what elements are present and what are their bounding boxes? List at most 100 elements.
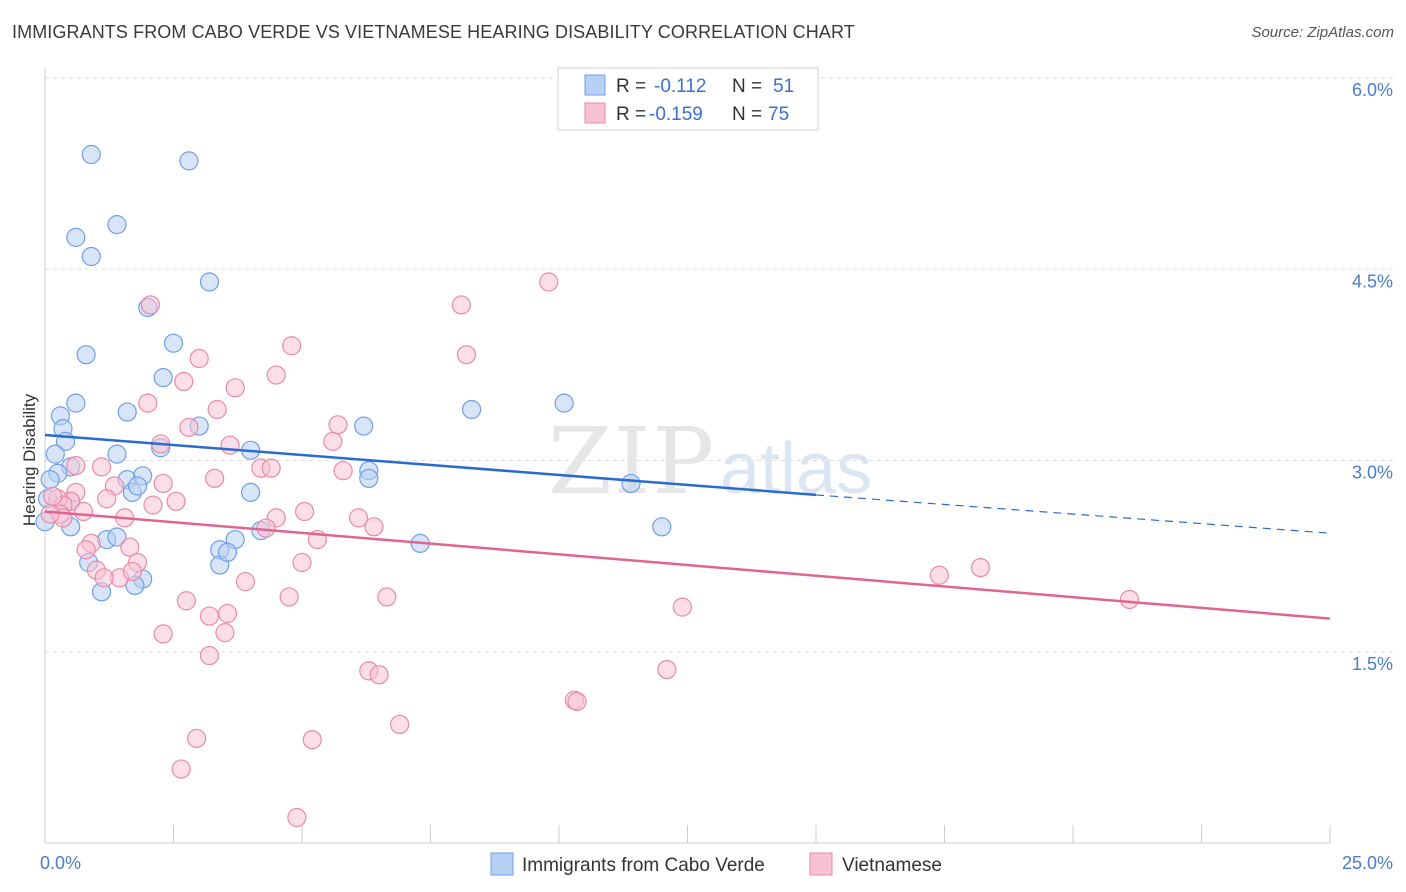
point-series0-0 <box>81 144 101 165</box>
legend-n-value-2: 75 <box>768 104 789 125</box>
point-series1-44 <box>76 540 96 560</box>
point-series0-18 <box>107 444 127 464</box>
point-series0-47 <box>652 517 672 537</box>
legend-swatch-vietnamese <box>584 102 606 124</box>
x-tick-label-1: 25.0% <box>1342 853 1393 873</box>
point-series1-56 <box>377 587 397 607</box>
point-series1-50 <box>122 561 142 582</box>
watermark: ZIP atlas <box>548 408 872 515</box>
point-series1-46 <box>292 552 312 573</box>
point-series1-65 <box>369 665 389 685</box>
point-series1-21 <box>205 468 225 488</box>
point-series0-2 <box>107 215 127 235</box>
point-series1-55 <box>279 587 299 607</box>
point-series0-26 <box>359 468 379 488</box>
point-series1-0 <box>539 272 559 292</box>
point-series1-62 <box>215 623 235 643</box>
point-series0-17 <box>45 444 65 464</box>
point-series0-4 <box>81 246 101 267</box>
source-credit: Source: ZipAtlas.com <box>1251 24 1394 41</box>
point-series0-8 <box>163 333 184 353</box>
point-series1-2 <box>451 295 471 315</box>
point-series1-43 <box>120 537 140 557</box>
point-series1-70 <box>187 728 207 749</box>
point-series1-40 <box>40 504 60 524</box>
point-series1-36 <box>348 508 369 528</box>
trend-line-series0 <box>44 433 817 497</box>
point-series0-1 <box>179 151 199 171</box>
legend-n-label-2: N = <box>732 104 762 125</box>
y-tick-label-0: 1.5% <box>1352 654 1393 674</box>
watermark-atlas: atlas <box>720 429 872 509</box>
point-series1-49 <box>94 568 114 588</box>
trend-line-series1 <box>44 510 1331 620</box>
point-series1-59 <box>672 597 692 617</box>
y-tick-label-1: 3.0% <box>1352 463 1393 483</box>
y-axis-label: Hearing Disability <box>20 393 39 526</box>
grid-lines <box>45 77 1393 653</box>
legend-n-value-1: 51 <box>773 76 794 97</box>
point-series1-60 <box>1119 589 1140 610</box>
point-series0-46 <box>621 473 641 494</box>
point-series1-10 <box>207 399 227 420</box>
legend-swatch-cabo-verde <box>584 74 606 96</box>
point-series1-39 <box>256 518 276 538</box>
legend-r-value-2: -0.159 <box>649 104 703 125</box>
point-series1-4 <box>456 345 477 365</box>
point-series1-71 <box>302 730 322 750</box>
trend-lines <box>44 433 1331 620</box>
point-series1-22 <box>153 473 173 494</box>
point-series1-5 <box>189 348 209 369</box>
point-series1-29 <box>166 491 186 511</box>
point-series0-48 <box>40 470 60 490</box>
point-series1-16 <box>66 456 86 476</box>
point-series0-45 <box>554 393 574 413</box>
point-series1-53 <box>970 557 991 578</box>
point-series0-10 <box>66 393 86 413</box>
point-series1-13 <box>323 431 343 451</box>
point-series0-5 <box>199 272 220 292</box>
point-series1-15 <box>220 435 240 455</box>
legend-r-value-1: -0.112 <box>654 76 706 97</box>
axes <box>44 68 1331 844</box>
point-series1-73 <box>287 807 307 828</box>
series-legend-label-vietnamese: Vietnamese <box>842 855 942 876</box>
series-legend-swatch-cabo-verde <box>490 852 514 876</box>
tick-labels: 1.5% 3.0% 4.5% 6.0% 0.0% 25.0% <box>40 80 1393 873</box>
legend-r-label-2: R = <box>616 104 646 125</box>
point-series1-74 <box>43 486 63 506</box>
point-series1-61 <box>153 624 173 644</box>
point-series0-3 <box>66 227 86 247</box>
point-series1-7 <box>174 371 194 392</box>
point-series1-17 <box>91 457 112 477</box>
point-series1-66 <box>657 659 677 680</box>
x-tick-label-0: 0.0% <box>40 853 81 873</box>
y-tick-label-3: 6.0% <box>1352 80 1393 100</box>
point-series1-19 <box>261 458 281 478</box>
point-series1-12 <box>179 417 199 437</box>
point-series1-11 <box>328 415 348 435</box>
point-series0-37 <box>107 527 127 547</box>
point-series1-54 <box>176 591 196 611</box>
y-tick-label-2: 4.5% <box>1352 271 1393 291</box>
series-legend-swatch-vietnamese <box>809 852 833 876</box>
legend-n-label-1: N = <box>732 76 762 97</box>
point-series1-69 <box>390 714 410 735</box>
point-series0-30 <box>127 476 148 496</box>
point-series0-28 <box>241 482 261 502</box>
point-series1-20 <box>333 461 353 481</box>
legend-r-label-1: R = <box>616 76 646 97</box>
point-series1-26 <box>97 489 117 509</box>
point-series1-51 <box>235 572 256 592</box>
point-series1-9 <box>138 393 158 413</box>
point-series1-1 <box>140 295 160 315</box>
point-series1-3 <box>282 336 302 356</box>
point-series1-63 <box>199 645 220 666</box>
point-series1-6 <box>266 365 286 385</box>
point-series1-31 <box>73 501 94 522</box>
point-series1-8 <box>225 378 245 398</box>
trend-extension-series0 <box>815 494 1331 534</box>
watermark-zip: ZIP <box>548 408 716 515</box>
series-legend: Immigrants from Cabo Verde Vietnamese <box>490 852 942 876</box>
